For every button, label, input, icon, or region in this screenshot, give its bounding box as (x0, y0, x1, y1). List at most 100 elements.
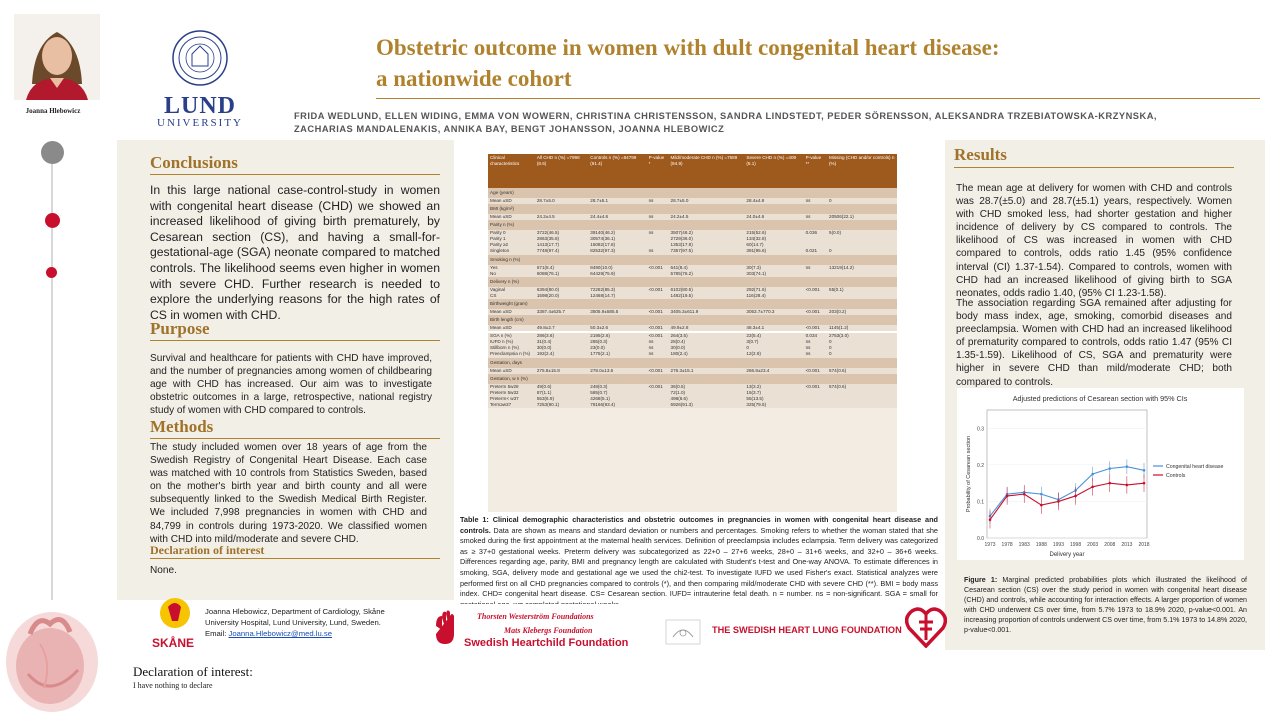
table-group-row: Age (years) (488, 188, 897, 198)
twf-foundation-label: Thorsten Westerström Foundations (477, 612, 594, 621)
table-cell: <0.001 (803, 367, 828, 374)
table-header-cell: Missing (CHD and/or controls) n (%) (827, 154, 897, 188)
table-cell: Mean ±SD (488, 367, 535, 374)
table-cell (646, 401, 669, 408)
chart-point (1108, 481, 1112, 485)
table-cell (803, 292, 828, 299)
table-cell: Preeclampsia n (%) (488, 351, 535, 358)
table-cell: Mean ±SD (488, 308, 535, 316)
table-group-label: Smoking n (%) (488, 254, 897, 265)
table-cell: 286(3.6) (534, 333, 589, 340)
table-row: Yes 671(8.4) 8490(10.0) <0.001 641(8.4) 30(7.… (488, 264, 897, 271)
chart-point (1040, 492, 1043, 496)
table-cell: 55(0.1) (827, 286, 897, 293)
table-cell: 87(1.1) (534, 389, 589, 396)
table-cell: <0.001 (646, 264, 669, 271)
table-cell: 6088(76.1) (534, 270, 589, 277)
table-cell: 391(95.6) (744, 248, 804, 255)
legend-label: Congenital heart disease (1166, 464, 1224, 470)
table-cell: ns (803, 345, 828, 352)
table-row: IUFD n (%) 31(0.4) 285(0.3) ns 28(0.4) 3(0.7)… (488, 339, 897, 346)
purpose-heading: Purpose (150, 319, 210, 338)
table-cell: 553(6.9) (534, 395, 589, 402)
table-separator (488, 331, 897, 334)
table-cell: No (488, 270, 535, 277)
table-row: Singleton 7748(97.4) 82532(97.3) ns 7357(97.… (488, 248, 897, 255)
table-header-cell: Severe CHD n (%) =409 (5.1) (744, 154, 804, 188)
table-cell: Vaginal (488, 286, 535, 293)
chart-x-tick: 1988 (1036, 542, 1047, 548)
chart-plot-area: 0.0 0.1 0.2 0.3 1973 1978 1983 1988 1993 1998 2003… (977, 409, 1150, 548)
results-paragraph-1: The mean age at delivery for women with … (956, 183, 1232, 299)
table-cell: 0.036 (803, 230, 828, 237)
chart-point (1022, 492, 1026, 496)
email-link[interactable]: Joanna.Hlebowicz@med.lu.se (228, 629, 333, 638)
table-cell: ns (803, 339, 828, 346)
table-row: Mean ±SD 24.2±4.5 24.4±4.6 ns 24.2±4.5 24.0±4… (488, 214, 897, 221)
table-cell (827, 242, 897, 249)
table-group-row: BMI (kg/m²) (488, 204, 897, 215)
table-cell: 1598(20.0) (534, 292, 589, 299)
table-cell: 134(32.8) (744, 236, 804, 243)
table-cell: 0 (827, 345, 897, 352)
table-cell (803, 395, 828, 402)
table-cell: <0.001 (646, 325, 669, 332)
table-cell: 2753(3.0) (827, 333, 897, 340)
table-group-label: Parity n (%) (488, 220, 897, 231)
table-cell: ns (646, 230, 669, 237)
table-cell: <0.001 (646, 367, 669, 374)
lund-seal-icon (172, 30, 228, 86)
table-caption: Table 1: Clinical demographic characteri… (460, 515, 938, 610)
table-cell: <0.001 (646, 308, 669, 316)
heart-lung-foundation-label: THE SWEDISH HEART LUNG FOUNDATION (712, 625, 902, 635)
table-row: Mean ±SD 3387.4±625.7 3505.9±585.5 <0.001 34… (488, 308, 897, 316)
chart-series-line (989, 466, 1145, 517)
table-cell (803, 270, 828, 277)
lund-university-logo: LUND UNIVERSITY (150, 28, 250, 129)
methods-rule (150, 438, 440, 439)
table-cell: 7253(90.1) (534, 401, 589, 408)
chart-x-tick: 2008 (1104, 542, 1115, 548)
footer-declaration-heading: Declaration of interest: (133, 664, 253, 679)
table-cell: Mean ±SD (488, 214, 535, 221)
authors-line-1: FRIDA WEDLUND, ELLEN WIDING, EMMA VON WO… (294, 111, 1158, 121)
table-cell: Stillborn n (%) (488, 345, 535, 352)
chart-point (1040, 503, 1043, 507)
table-cell: 276.3±15.1 (668, 367, 745, 374)
characteristics-table: Clinical characteristics All CHD n (%) =7… (488, 154, 897, 512)
figure-caption: Figure 1: Marginal predicted probabiliti… (964, 575, 1247, 636)
chart-title: Adjusted predictions of Cesarean section… (1013, 394, 1188, 403)
table-row: Parity 1 2863(35.8) 30574(36.1) 2729(36.0) 1… (488, 236, 897, 243)
table-cell (803, 389, 828, 396)
conclusions-rule (150, 174, 440, 175)
table-cell: 2863(35.8) (534, 236, 589, 243)
email-label: Email: (205, 629, 227, 638)
author-list: FRIDA WEDLUND, ELLEN WIDING, EMMA VON WO… (294, 110, 1254, 136)
sponsor-bar: Thorsten Westerström Foundations Mats Kl… (430, 604, 947, 650)
table-cell: ns (803, 214, 828, 221)
heart-lung-cross-icon (905, 607, 947, 648)
table-cell (827, 270, 897, 277)
chart-x-tick: 2018 (1138, 542, 1149, 548)
table-cell: 0 (827, 339, 897, 346)
table-cell: <0.001 (646, 383, 669, 390)
table-cell: 1413(17.7) (534, 242, 589, 249)
heartchild-hand-icon (436, 610, 454, 644)
table-cell (803, 242, 828, 249)
results-rule (954, 167, 1234, 168)
table-caption-text: Data are shown as means and standard dev… (460, 525, 938, 609)
table-row: Preeclampsia n (%) 192(2.4) 1775(2.1) ns 180… (488, 351, 897, 358)
chart-point (1125, 465, 1129, 468)
table-cell: ns (646, 345, 669, 352)
table-cell: 3(0.7) (744, 339, 804, 346)
table-cell: Parity ≥2 (488, 242, 535, 249)
table-cell: 24.2±4.5 (534, 214, 589, 221)
title-divider (376, 98, 1260, 99)
chart-x-tick: 1973 (984, 542, 995, 548)
footer-declaration-text: I have nothing to declare (133, 681, 213, 690)
table-cell (827, 236, 897, 243)
table-cell: 3507(46.2) (668, 230, 745, 237)
table-cell: 4268(5.1) (588, 395, 647, 402)
chart-point (1142, 469, 1146, 472)
table-cell: 278.0±13.6 (588, 367, 647, 374)
